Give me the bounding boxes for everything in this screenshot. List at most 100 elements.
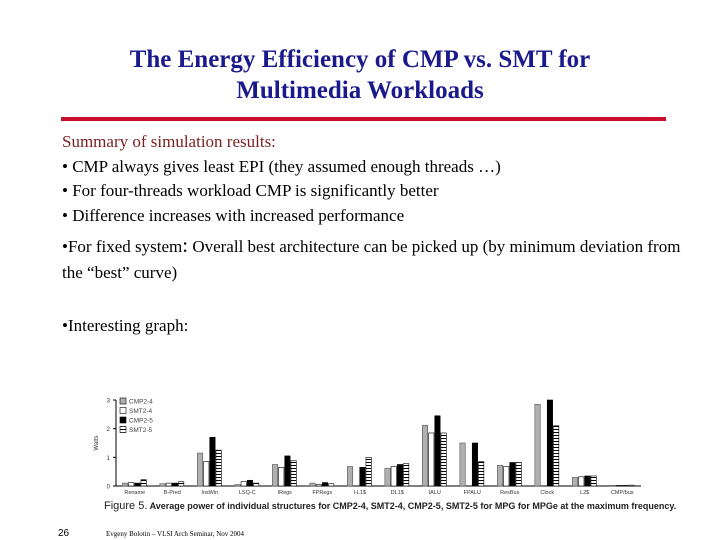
title-line-2: Multimedia Workloads: [236, 77, 484, 104]
bar: [478, 461, 485, 487]
bar: [290, 460, 297, 487]
bar: [253, 482, 260, 487]
bar: [434, 415, 441, 487]
bar: [590, 475, 597, 487]
slide-body: Summary of simulation results: • CMP alw…: [62, 130, 702, 339]
bar: [396, 464, 403, 487]
fixed-system-rest: Overall best architecture can be picked …: [62, 237, 681, 282]
y-tick-label: 2: [107, 427, 111, 433]
title-divider: [61, 117, 666, 121]
bar: [178, 481, 185, 487]
figure-caption: Figure 5. Average power of individual st…: [104, 500, 676, 512]
bar: [572, 477, 579, 487]
bar: [584, 475, 591, 487]
bar: [515, 462, 522, 487]
legend-label: CMP2-4: [129, 399, 153, 406]
bullet-item: • CMP always gives least EPI (they assum…: [62, 156, 501, 176]
title-line-1: The Energy Efficiency of CMP vs. SMT for: [129, 46, 591, 73]
figure-caption-text: Average power of individual structures f…: [147, 501, 677, 511]
bullet-item: • For four-threads workload CMP is signi…: [62, 181, 439, 200]
legend-label: SMT2-5: [129, 427, 153, 434]
bar: [553, 425, 560, 487]
bar: [403, 463, 410, 487]
bar: [609, 485, 616, 487]
bar: [140, 479, 147, 487]
x-tick-label: Rename: [124, 490, 145, 496]
bar: [628, 484, 635, 487]
bar: [209, 436, 216, 487]
bar: [272, 464, 279, 487]
legend-label: CMP2-5: [129, 418, 153, 425]
x-tick-label: InsWin: [201, 490, 218, 496]
x-tick-label: IRegs: [278, 490, 293, 496]
bar: [422, 424, 429, 487]
bar: [497, 465, 504, 487]
bar: [215, 449, 222, 487]
bar: [621, 485, 628, 487]
x-tick-label: DL1$: [391, 490, 404, 496]
y-tick-label: 0: [107, 485, 111, 491]
legend-swatch: [119, 407, 127, 414]
y-axis-label: Watts: [94, 435, 100, 450]
page-number: 26: [58, 528, 70, 539]
bar: [246, 479, 253, 487]
bar: [134, 482, 141, 487]
bar: [321, 482, 328, 487]
bar: [328, 483, 335, 487]
interesting-graph-line: •Interesting graph:: [62, 316, 189, 335]
power-bar-chart: 0 1 2 3 Watts Rename B-Pred InsWin LSQ-C IRegs FPR…: [94, 397, 641, 496]
bar: [471, 442, 478, 487]
y-tick-label: 1: [107, 456, 111, 462]
x-tick-label: CMP/bus: [611, 490, 634, 496]
legend-swatch: [119, 397, 127, 405]
x-tick-label: FPRegs: [312, 490, 332, 496]
bar: [278, 467, 285, 487]
bar: [534, 404, 541, 487]
footer-credit: Evgeny Bolotin – VLSI Arch Seminar, Nov …: [106, 530, 245, 538]
x-tick-label: IALU: [429, 490, 441, 496]
bar: [365, 457, 372, 487]
bar: [284, 455, 291, 487]
legend-swatch: [119, 426, 127, 433]
bar: [509, 462, 516, 487]
bar: [128, 482, 135, 487]
fixed-system-lead: •For fixed system: [62, 237, 183, 256]
bar: [197, 452, 204, 487]
x-tick-label: I-L1$: [353, 490, 366, 496]
y-tick-label: 3: [107, 399, 111, 405]
bar: [459, 442, 466, 487]
bar: [309, 482, 316, 487]
bar: [347, 466, 354, 487]
bar: [384, 467, 391, 487]
bar: [546, 399, 553, 487]
x-tick-label: FPALU: [464, 490, 481, 496]
slide-title: The Energy Efficiency of CMP vs. SMT for…: [40, 44, 680, 106]
bar: [578, 476, 585, 487]
bar: [315, 484, 322, 487]
bar: [165, 482, 172, 487]
summary-heading: Summary of simulation results:: [62, 132, 276, 151]
x-tick-label: L2$: [580, 490, 589, 496]
x-tick-label: LSQ-C: [239, 490, 256, 496]
bar: [122, 482, 129, 487]
bar: [359, 467, 366, 487]
figure-label: Figure 5.: [104, 500, 148, 512]
x-tick-label: B-Pred: [164, 490, 181, 496]
bar: [428, 432, 435, 487]
legend-swatch: [119, 416, 127, 424]
x-tick-label: ResBus: [500, 490, 520, 496]
bar: [171, 482, 178, 487]
bullet-item: • Difference increases with increased pe…: [62, 205, 405, 225]
bar: [615, 485, 622, 487]
bar: [203, 461, 210, 487]
fixed-system-paragraph: •For fixed system: Overall best architec…: [62, 232, 702, 286]
x-tick-label: Clock: [540, 490, 554, 496]
bar: [159, 483, 166, 487]
legend-label: SMT2-4: [129, 408, 153, 415]
bar: [390, 466, 397, 487]
bar: [503, 466, 510, 487]
fixed-system-colon: :: [182, 233, 189, 257]
bar: [234, 484, 241, 487]
bar: [440, 432, 447, 487]
bar: [240, 481, 247, 487]
